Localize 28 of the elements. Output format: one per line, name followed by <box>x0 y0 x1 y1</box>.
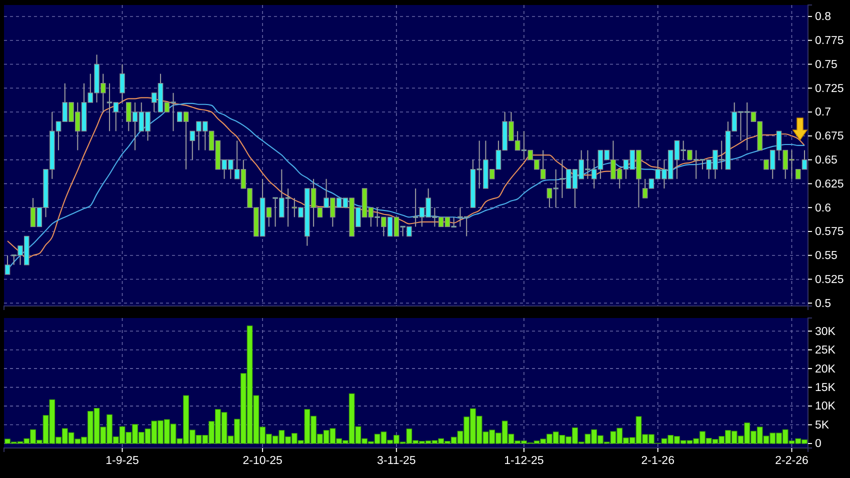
x-tick-label: 1-9-25 <box>106 455 139 468</box>
y-tick-label: 0 <box>815 438 822 450</box>
candlestick <box>4 254 10 275</box>
y-tick-label: 0.725 <box>815 82 844 95</box>
y-tick-label: 0.675 <box>815 130 844 143</box>
x-tick-label: 1-12-25 <box>504 455 544 468</box>
y-tick-label: 25K <box>815 344 836 357</box>
x-tick-label: 2-10-25 <box>242 455 282 468</box>
y-tick-label: 0.8 <box>815 11 831 24</box>
y-tick-label: 0.525 <box>815 274 844 286</box>
y-tick-label: 15K <box>815 382 836 394</box>
y-tick-label: 10K <box>815 400 836 413</box>
y-tick-label: 0.575 <box>815 226 844 238</box>
x-tick-label: 2-1-26 <box>641 455 674 468</box>
y-tick-label: 0.65 <box>815 154 838 166</box>
y-tick-label: 5K <box>815 419 830 432</box>
y-tick-label: 0.55 <box>815 250 838 262</box>
y-tick-label: 30K <box>815 326 836 338</box>
x-tick-label: 3-11-25 <box>377 455 416 468</box>
y-tick-label: 0.75 <box>815 58 838 71</box>
y-tick-label: 0.5 <box>815 298 831 310</box>
x-tick-label: 2-2-26 <box>775 455 808 468</box>
y-tick-label: 0.625 <box>815 178 844 190</box>
y-tick-label: 0.775 <box>815 35 844 48</box>
candlestick <box>120 64 125 103</box>
y-tick-label: 0.7 <box>815 106 831 119</box>
y-tick-label: 20K <box>815 363 836 376</box>
y-tick-label: 0.6 <box>815 202 831 214</box>
